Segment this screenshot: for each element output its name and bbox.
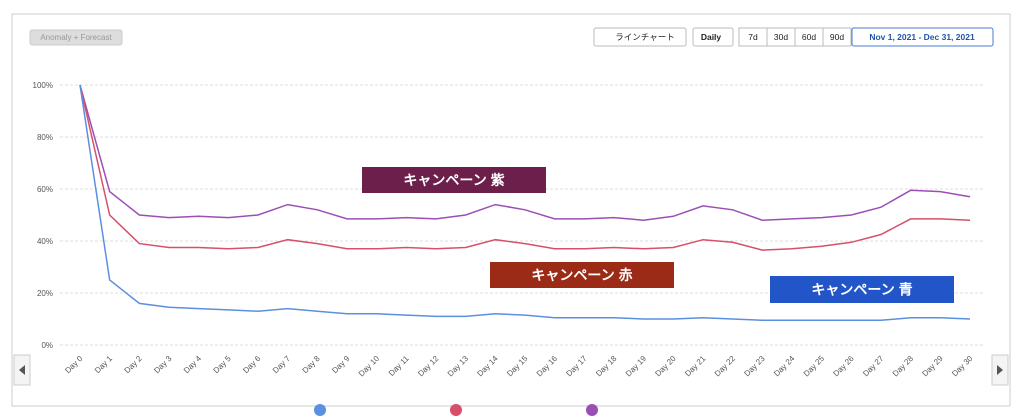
mode-button[interactable] [29,29,123,46]
interval-label: Daily [701,32,722,42]
prev-icon [19,365,25,375]
y-tick-label: 20% [37,289,53,298]
chart-type-label: ラインチャート [615,32,674,42]
date-range-button[interactable] [851,27,994,47]
range-label: 60d [802,32,816,42]
date-range-label: Nov 1, 2021 - Dec 31, 2021 [869,32,975,42]
chart-type-button[interactable] [593,27,687,47]
y-tick-label: 60% [37,185,53,194]
series-label: キャンペーン 青 [811,282,912,298]
range-button[interactable] [822,27,852,47]
y-tick-label: 0% [41,341,53,350]
legend-marker [314,404,326,416]
y-tick-label: 80% [37,133,53,142]
y-tick-label: 100% [33,81,53,90]
series-label: キャンペーン 赤 [531,267,632,283]
series-line [79,84,971,322]
y-tick-label: 40% [37,237,53,246]
interval-button[interactable] [692,27,734,47]
range-label: 7d [748,32,758,42]
series-line [79,84,971,221]
series-label: キャンペーン 紫 [403,172,504,188]
range-label: 30d [774,32,788,42]
legend-marker [450,404,462,416]
series-line [79,84,971,251]
series-label-box [490,262,674,288]
range-label: 90d [830,32,844,42]
mode-label: Anomaly + Forecast [40,33,112,42]
legend-marker [586,404,598,416]
series-label-box [362,167,546,193]
frame [11,13,1011,407]
series-label-box [770,276,954,303]
next-icon [997,365,1003,375]
